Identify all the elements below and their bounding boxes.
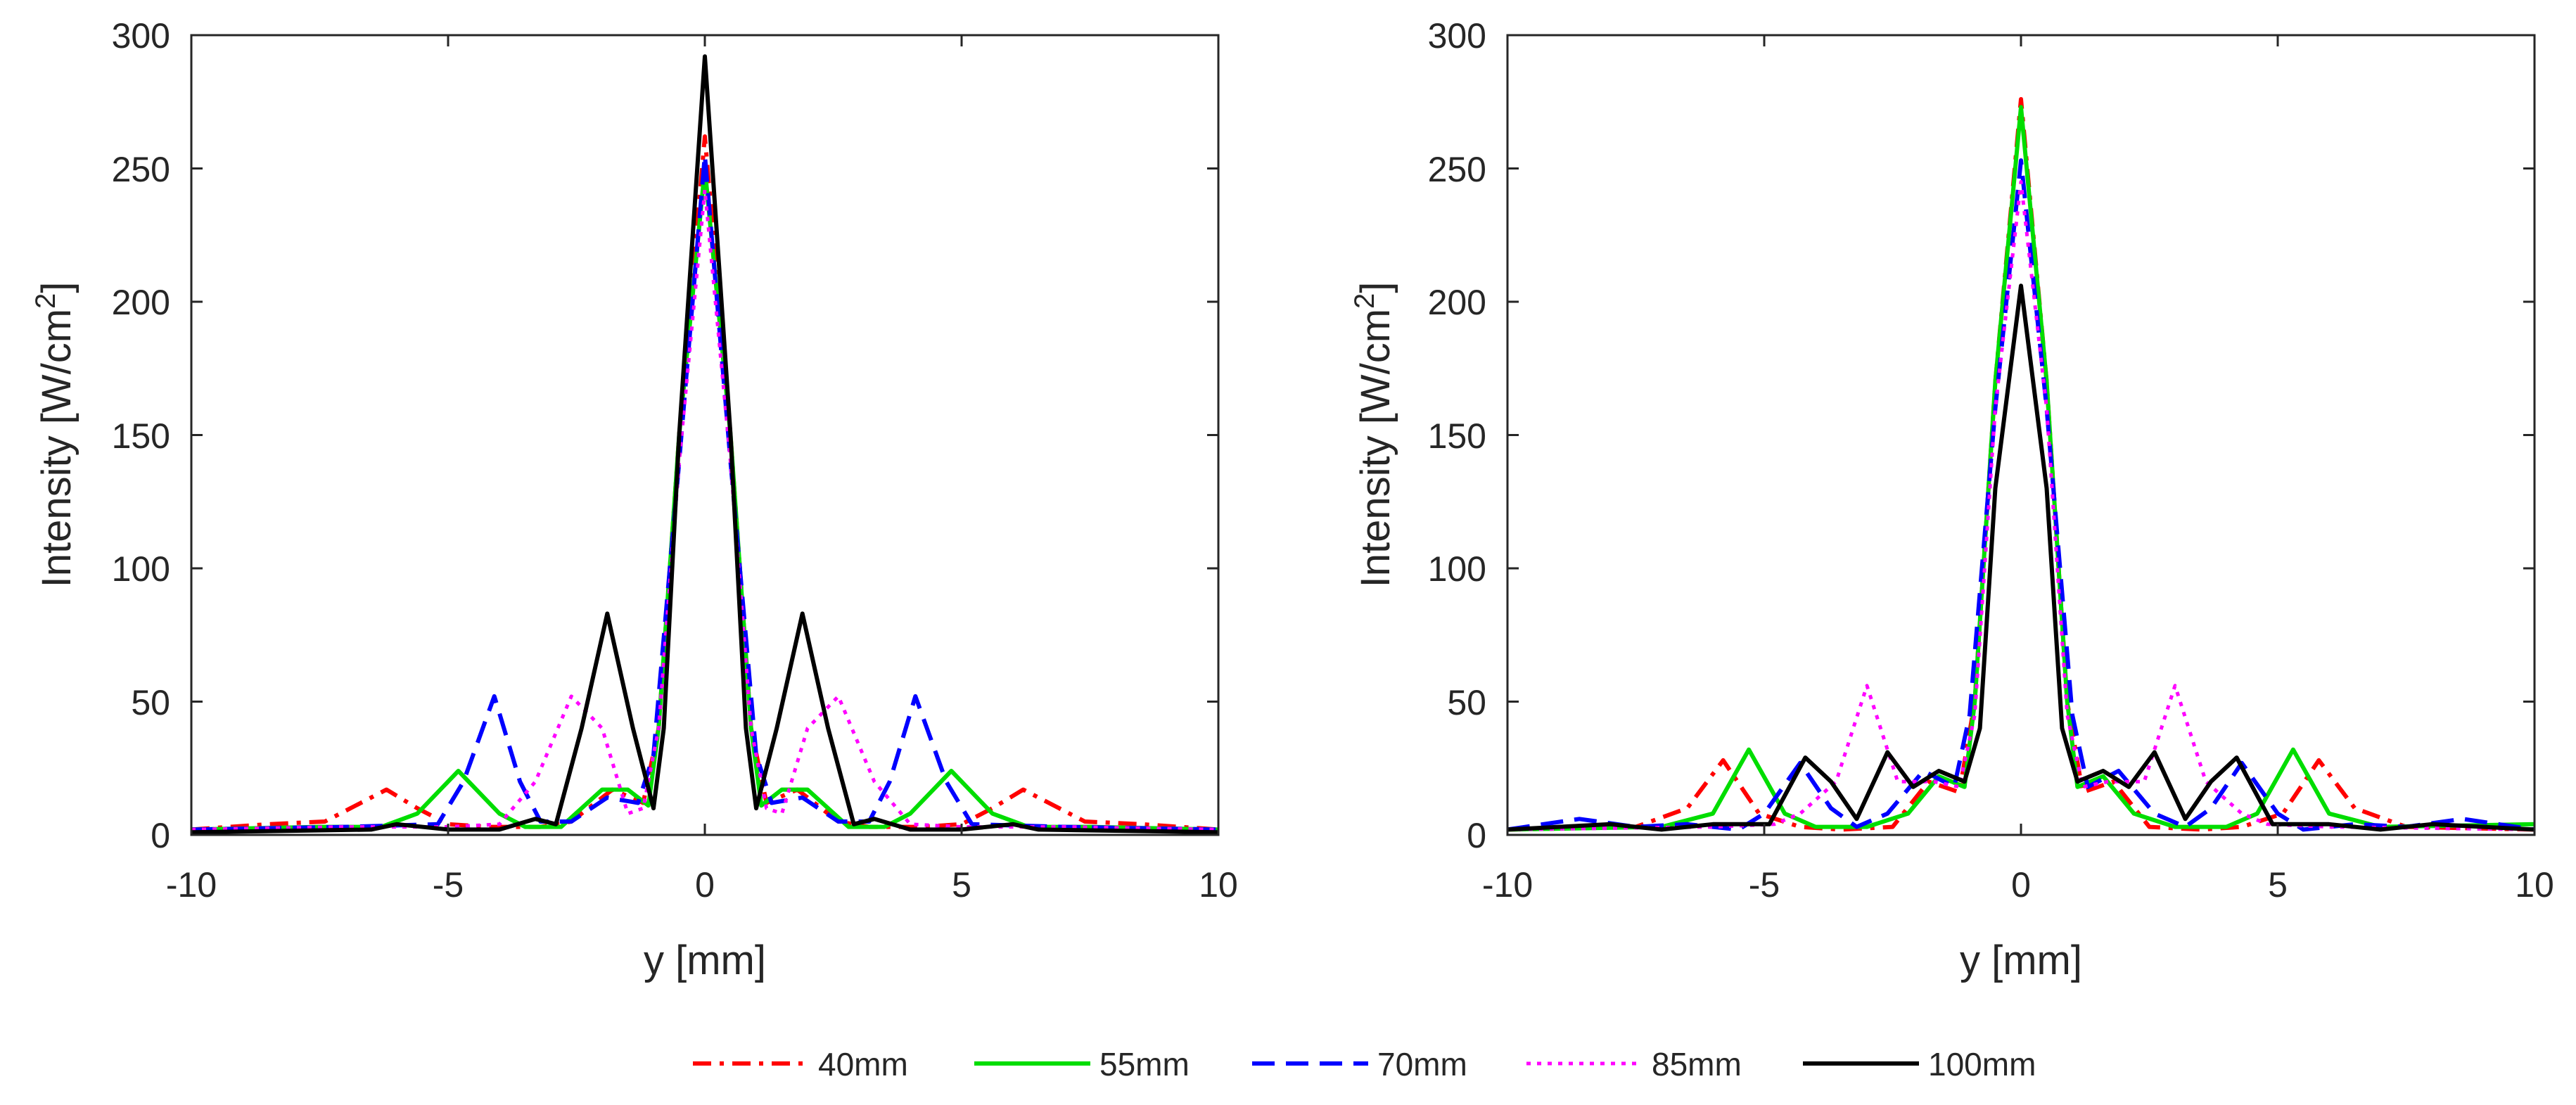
left-xtick-label: 5: [952, 865, 971, 905]
left-ytick-label: 100: [112, 549, 170, 589]
right-chart: -10 -5 0 5 10 0 50 100 150 200 250 300 y…: [1349, 16, 2554, 983]
right-xtick-label: -10: [1482, 865, 1533, 905]
left-y-axis-label-sup: 2: [30, 293, 61, 309]
left-ytick-label: 150: [112, 416, 170, 456]
legend-label-40mm: 40mm: [818, 1046, 908, 1082]
right-series-40mm: [1507, 97, 2535, 832]
left-y-axis-label-end: ]: [34, 282, 79, 293]
legend-label-70mm: 70mm: [1377, 1046, 1467, 1082]
right-y-axis-label-main: Intensity [W/cm: [1353, 309, 1398, 587]
right-ytick-label: 250: [1428, 150, 1486, 189]
left-series-40mm: [191, 134, 1219, 832]
right-y-axis-label-sup: 2: [1349, 293, 1380, 309]
right-series-85mm: [1507, 180, 2535, 831]
left-ticks-group: [190, 34, 1220, 836]
left-ytick-label: 200: [112, 283, 170, 322]
left-series-85mm: [191, 188, 1219, 831]
left-series-100mm: [191, 54, 1219, 835]
right-xtick-label: 10: [2515, 865, 2554, 905]
left-xtick-label: -5: [433, 865, 464, 905]
left-y-axis-label: Intensity [W/cm2]: [30, 282, 79, 588]
left-ytick-label: 250: [112, 150, 170, 189]
right-ytick-label: 300: [1428, 16, 1486, 56]
right-ytick-label: 200: [1428, 283, 1486, 322]
right-xtick-label: 5: [2268, 865, 2288, 905]
right-xtick-label: -5: [1749, 865, 1780, 905]
legend-label-85mm: 85mm: [1652, 1046, 1742, 1082]
left-xtick-label: 0: [695, 865, 715, 905]
right-series-55mm: [1507, 105, 2535, 832]
left-chart: -10 -5 0 5 10 0 50 100 150 200 250 300 y…: [30, 16, 1238, 983]
right-ytick-label: 0: [1467, 816, 1486, 855]
right-ticks-group: [1506, 34, 2536, 836]
legend-label-100mm: 100mm: [1928, 1046, 2036, 1082]
left-xtick-label: -10: [166, 865, 217, 905]
left-series-70mm: [191, 153, 1219, 832]
left-series-group: [191, 54, 1219, 835]
right-x-axis-label: y [mm]: [1960, 938, 2082, 983]
right-ytick-label: 50: [1447, 683, 1486, 722]
legend: 40mm 55mm 70mm 85mm 100mm: [693, 1046, 2036, 1082]
right-xtick-label: 0: [2011, 865, 2031, 905]
right-series-group: [1507, 97, 2535, 832]
right-y-axis-label: Intensity [W/cm2]: [1349, 282, 1398, 588]
right-ytick-label: 150: [1428, 416, 1486, 456]
left-ytick-label: 50: [131, 683, 170, 722]
left-ytick-label: 0: [151, 816, 170, 855]
right-y-axis-label-end: ]: [1353, 282, 1398, 293]
left-y-axis-label-main: Intensity [W/cm: [34, 309, 79, 587]
left-x-axis-label: y [mm]: [644, 938, 766, 983]
right-ytick-label: 100: [1428, 549, 1486, 589]
left-xtick-label: 10: [1199, 865, 1238, 905]
left-ytick-label: 300: [112, 16, 170, 56]
right-series-100mm: [1507, 283, 2535, 832]
right-series-70mm: [1507, 158, 2535, 832]
legend-label-55mm: 55mm: [1099, 1046, 1190, 1082]
